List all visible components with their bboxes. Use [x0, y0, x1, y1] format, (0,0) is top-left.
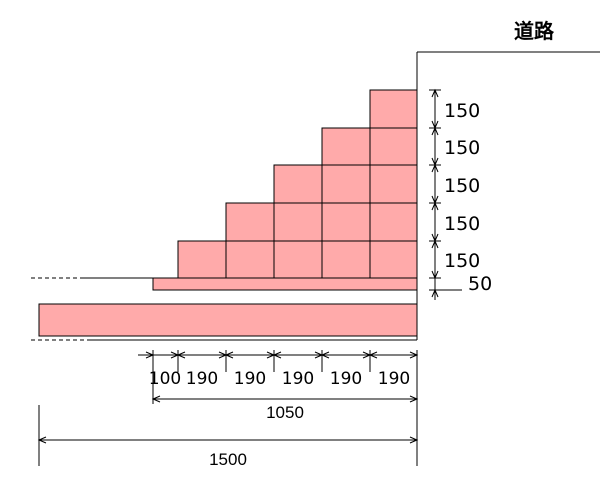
- block-steps: [177, 89, 418, 279]
- block-r3-c2: [321, 164, 371, 204]
- block-r2-c2: [369, 127, 418, 166]
- block-r4-c2: [273, 202, 323, 242]
- block-width-1: 100: [149, 369, 181, 389]
- road-label: 道路: [514, 19, 555, 43]
- block-width-4: 190: [282, 369, 314, 389]
- block-r5-c5: [369, 240, 418, 279]
- width-dimension-chain: [138, 350, 419, 372]
- width-1500-label: 1500: [209, 450, 247, 469]
- step-height-4: 150: [444, 213, 480, 235]
- block-r5-c2: [225, 240, 275, 279]
- base-slab: [38, 303, 418, 337]
- step-height-2: 150: [444, 137, 480, 159]
- width-1050-label: 1050: [266, 403, 304, 422]
- step-height-1: 150: [444, 100, 480, 122]
- block-r4-c4: [369, 202, 418, 242]
- width-1500-dimension: [37, 404, 419, 466]
- block-r3-c3: [369, 164, 418, 204]
- block-width-2: 190: [186, 369, 218, 389]
- block-width-5: 190: [330, 369, 362, 389]
- base-height: 50: [468, 273, 492, 295]
- step-height-5: 150: [444, 250, 480, 272]
- block-width-6: 190: [378, 369, 410, 389]
- width-1050-dimension: [151, 372, 419, 404]
- block-width-3: 190: [234, 369, 266, 389]
- block-r4-c3: [321, 202, 371, 242]
- block-r5-c4: [321, 240, 371, 279]
- vertical-dimension-chain: [429, 88, 462, 300]
- block-r5-c1: [177, 240, 227, 279]
- block-r5-c3: [273, 240, 323, 279]
- step-height-3: 150: [444, 175, 480, 197]
- leveling-layer: [152, 277, 418, 291]
- block-r4-c1: [225, 202, 275, 242]
- block-r1-c1: [369, 89, 418, 129]
- block-r2-c1: [321, 127, 371, 166]
- block-r3-c1: [273, 164, 323, 204]
